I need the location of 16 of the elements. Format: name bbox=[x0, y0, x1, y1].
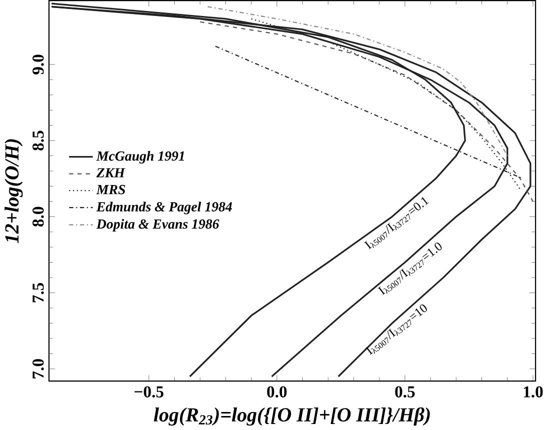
x-tick-label: 1.0 bbox=[524, 386, 543, 398]
x-tick-label: 0.5 bbox=[395, 386, 415, 398]
y-tick-label: 7.0 bbox=[32, 359, 44, 378]
y-tick-label: 9.0 bbox=[32, 54, 44, 74]
x-tick-label: 0.0 bbox=[267, 386, 287, 398]
legend-label: ZKH bbox=[96, 168, 126, 178]
legend-label: Edmunds & Pagel 1984 bbox=[96, 202, 232, 214]
y-tick-label: 8.5 bbox=[32, 130, 44, 150]
y-tick-label: 7.5 bbox=[32, 282, 44, 302]
x-axis-title: log(R$_{23}$)=log({[O II]+[O III]}/Hβ) bbox=[154, 407, 430, 426]
x-tick-label: −0.5 bbox=[134, 386, 164, 398]
legend-label: MRS bbox=[96, 184, 126, 194]
y-axis-title: 12+log(O/H) bbox=[4, 139, 23, 244]
y-tick-label: 8.0 bbox=[32, 206, 44, 226]
legend-label: McGaugh 1991 bbox=[96, 150, 184, 164]
legend-label: Dopita & Evans 1986 bbox=[96, 218, 220, 232]
